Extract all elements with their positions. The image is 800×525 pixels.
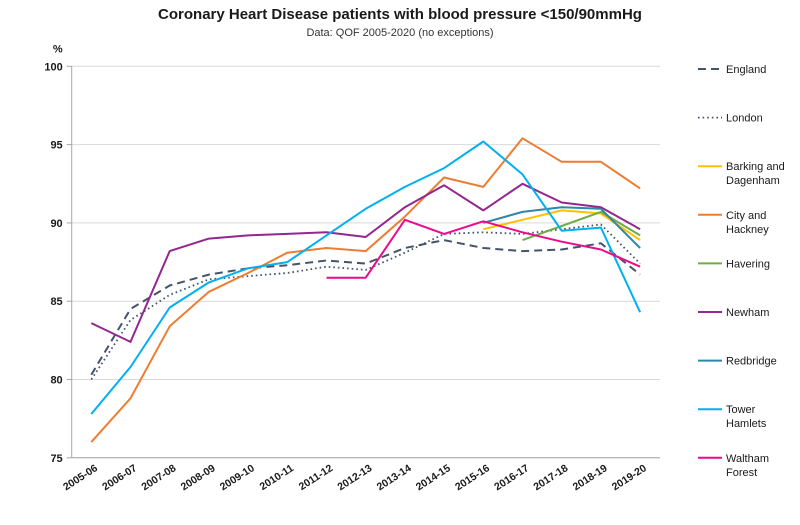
legend-label: Hamlets <box>726 418 767 430</box>
legend-label: Waltham <box>726 453 769 465</box>
legend-label: Tower <box>726 404 756 416</box>
x-axis-label: 2016-17 <box>492 462 531 493</box>
series-line-newham <box>90 182 641 343</box>
y-axis-unit-label: % <box>53 43 63 55</box>
legend-label: City and <box>726 210 766 222</box>
legend-item: Newham <box>698 307 769 319</box>
series-line-london <box>90 223 641 380</box>
legend-label: Redbridge <box>726 356 777 368</box>
x-axis-label: 2012-13 <box>335 462 374 493</box>
series-line-england <box>90 239 641 376</box>
legend-label: London <box>726 113 763 125</box>
legend-item: Barking and Dagenham <box>698 161 785 187</box>
chart-title: Coronary Heart Disease patients with blo… <box>158 6 642 23</box>
series-line-city-and-hackney <box>90 137 641 443</box>
chart-subtitle: Data: QOF 2005-2020 (no exceptions) <box>306 27 494 39</box>
x-axis-label: 2008-09 <box>179 462 218 493</box>
x-axis-label: 2014-15 <box>414 462 453 493</box>
y-axis-label: 75 <box>50 453 62 465</box>
legend-item: London <box>698 113 763 125</box>
x-axis-label: 2007-08 <box>139 462 178 493</box>
legend-label: Barking and <box>726 161 785 173</box>
legend-label: Havering <box>726 258 770 270</box>
legend-item: England <box>698 64 766 76</box>
series-line-waltham-forest <box>326 218 641 279</box>
x-axis-label: 2019-20 <box>610 462 649 493</box>
legend-item: Waltham Forest <box>698 453 769 479</box>
x-axis-label: 2010-11 <box>258 462 297 493</box>
x-axis-label: 2005-06 <box>61 462 100 493</box>
x-axis-label: 2011-12 <box>297 462 336 493</box>
y-axis-label: 95 <box>50 140 62 152</box>
legend-label: Dagenham <box>726 175 780 187</box>
legend-item: Tower Hamlets <box>698 404 767 430</box>
y-axis-label: 80 <box>50 375 62 387</box>
legend-item: Redbridge <box>698 356 777 368</box>
x-axis-label: 2006-07 <box>100 462 139 493</box>
series-line-tower-hamlets <box>90 140 642 415</box>
legend-label: Newham <box>726 307 769 319</box>
x-axis-label: 2009-10 <box>218 462 257 493</box>
legend-label: Hackney <box>726 224 769 236</box>
y-axis-label: 100 <box>44 61 62 73</box>
y-axis-label: 90 <box>50 218 62 230</box>
x-axis-label: 2015-16 <box>453 462 492 493</box>
legend-item: City and Hackney <box>698 210 769 236</box>
series-line-havering <box>522 210 641 242</box>
series-line-redbridge <box>483 206 641 249</box>
x-axis-label: 2018-19 <box>571 462 610 493</box>
legend-label: England <box>726 64 766 76</box>
legend-item: Havering <box>698 258 770 270</box>
legend-label: Forest <box>726 467 757 479</box>
x-axis-label: 2013-14 <box>375 462 414 493</box>
y-axis-label: 85 <box>50 296 62 308</box>
x-axis-label: 2017-18 <box>531 462 570 493</box>
